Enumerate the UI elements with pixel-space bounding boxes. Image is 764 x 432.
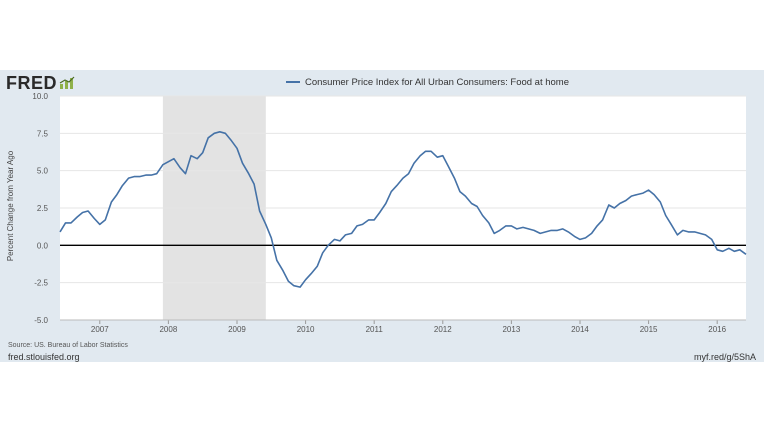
y-tick-label: 5.0 — [37, 167, 49, 176]
y-tick-label: 2.5 — [37, 204, 49, 213]
y-tick-label: -2.5 — [34, 279, 48, 288]
y-axis-label: Percent Change from Year Ago — [6, 150, 15, 262]
chart-legend: Consumer Price Index for All Urban Consu… — [286, 75, 569, 89]
x-tick-label: 2015 — [640, 325, 658, 334]
series-line — [59, 131, 747, 288]
short-url-link[interactable]: myf.red/g/5ShA — [693, 352, 756, 362]
x-tick-label: 2010 — [297, 325, 315, 334]
fred-logo-text: FRED — [6, 72, 57, 93]
legend-label: Consumer Price Index for All Urban Consu… — [305, 76, 570, 88]
x-tick-label: 2009 — [228, 325, 246, 334]
y-tick-label: -5.0 — [34, 316, 48, 325]
x-tick-label: 2013 — [502, 325, 520, 334]
x-tick-label: 2008 — [159, 325, 177, 334]
fred-logo[interactable]: FRED — [6, 72, 75, 94]
x-tick-label: 2007 — [91, 325, 109, 334]
x-tick-label: 2011 — [366, 325, 384, 334]
legend-swatch — [286, 81, 300, 83]
x-tick-label: 2014 — [571, 325, 589, 334]
y-tick-label: 10.0 — [32, 92, 48, 101]
x-tick-label: 2016 — [708, 325, 726, 334]
x-tick-label: 2012 — [434, 325, 452, 334]
y-tick-label: 7.5 — [37, 129, 49, 138]
fred-chart-icon — [59, 76, 75, 89]
fred-site-link[interactable]: fred.stlouisfed.org — [8, 352, 80, 362]
y-tick-label: 0.0 — [37, 241, 49, 250]
source-note: Source: US. Bureau of Labor Statistics — [8, 342, 128, 349]
